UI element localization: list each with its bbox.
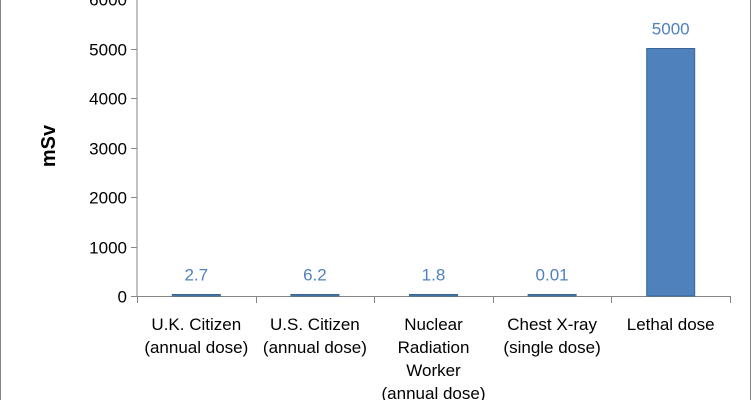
x-tick-label: Lethal dose [627,315,715,334]
y-tick-label: 2000 [89,189,127,208]
x-tick-label: Radiation [398,338,470,357]
y-tick-label: 6000 [89,0,127,10]
bar [646,48,696,297]
x-tick-label: U.S. Citizen [270,315,360,334]
x-tick-label: (single dose) [503,338,600,357]
data-label: 5000 [652,20,690,39]
data-label: 2.7 [184,266,208,285]
x-tick-label: Chest X-ray [507,315,597,334]
bar [409,294,458,297]
y-tick-label: 4000 [89,90,127,109]
x-tick-label: (annual dose) [144,338,248,357]
bar [290,294,340,297]
bar [527,294,577,297]
data-label: 1.8 [422,266,446,285]
y-axis-label: mSv [38,124,60,167]
y-tick-label: 3000 [89,140,127,159]
x-tick-label: Nuclear [404,315,463,334]
y-tick-label: 5000 [89,41,127,60]
x-tick-label: U.K. Citizen [151,315,241,334]
x-tick-label: (annual dose) [382,384,486,400]
bar [171,294,221,297]
y-tick-label: 0 [118,288,127,307]
y-tick-label: 1000 [89,239,127,258]
data-label: 6.2 [303,266,327,285]
x-tick-label: (annual dose) [263,338,367,357]
x-tick-label: Worker [406,361,461,380]
data-label: 0.01 [536,266,569,285]
